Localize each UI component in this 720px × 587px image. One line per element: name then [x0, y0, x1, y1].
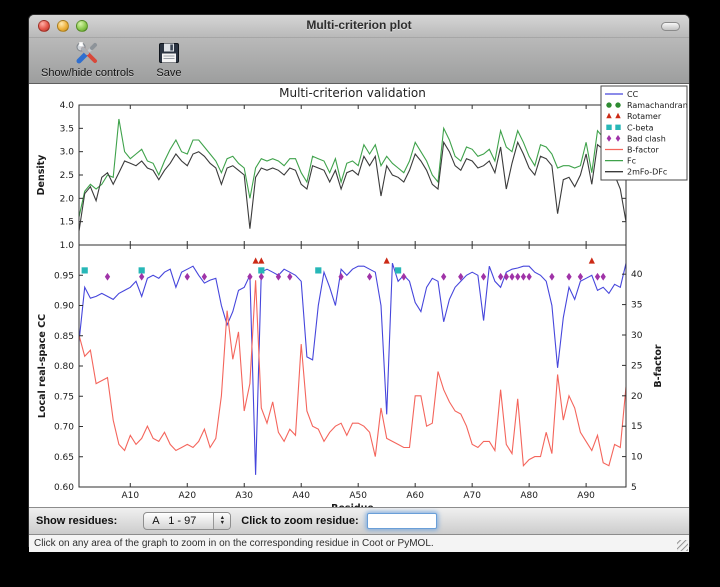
show-hide-controls-label: Show/hide controls	[41, 67, 134, 79]
residue-range-value: A 1 - 97	[152, 515, 197, 527]
legend: CC Ramachandran Rotamer C-beta Bad clash B-fa…	[600, 85, 688, 181]
residue-axis-label: Residue	[331, 503, 374, 507]
x-tick-label: A70	[463, 491, 481, 501]
status-text: Click on any area of the graph to zoom i…	[34, 538, 434, 549]
bfactor-tick-label: 35	[631, 301, 642, 311]
density-tick-label: 1.0	[60, 241, 75, 251]
cc-axis-label: Local real-space CC	[37, 314, 48, 418]
tools-icon	[76, 42, 98, 64]
density-tick-label: 4.0	[60, 101, 75, 111]
x-tick-label: A90	[577, 491, 595, 501]
bfactor-tick-label: 25	[631, 361, 642, 371]
legend-label: Bad clash	[627, 134, 666, 143]
x-tick-label: A30	[235, 491, 253, 501]
resize-grip-icon[interactable]	[677, 540, 688, 551]
density-tick-label: 2.5	[60, 171, 74, 181]
plot-canvas[interactable]: Multi-criterion validation A10 A20 A30 A40 A5…	[29, 84, 689, 507]
cc-tick-label: 0.85	[54, 332, 74, 342]
bfactor-tick-label: 15	[631, 422, 642, 432]
cc-axes-frame	[78, 244, 627, 488]
bfactor-tick-label: 20	[631, 392, 643, 402]
residue-range-select[interactable]: A 1 - 97 ▲ ▼	[143, 512, 232, 530]
density-tick-label: 2.0	[60, 194, 75, 204]
density-panel-series	[79, 118, 626, 232]
cc-line	[79, 263, 626, 475]
toolbar: Show/hide controls Save	[29, 38, 689, 84]
density-tick-label: 3.0	[60, 148, 75, 158]
bfactor-axis-label: B-factor	[653, 344, 664, 387]
x-tick-label: A40	[292, 491, 310, 501]
cc-tick-label: 0.75	[54, 392, 74, 402]
save-label: Save	[156, 67, 182, 79]
legend-label: Rotamer	[627, 112, 662, 121]
multi-criterion-plot-window: Multi-criterion plot Show/hide controls	[28, 14, 690, 552]
legend-label: Fc	[627, 157, 636, 166]
x-tick-label: A50	[349, 491, 367, 501]
zoom-residue-input[interactable]	[366, 513, 437, 529]
save-button[interactable]: Save	[156, 40, 182, 79]
x-tick-label: A20	[178, 491, 196, 501]
outlier-markers	[81, 257, 606, 281]
bfactor-tick-label: 10	[631, 453, 643, 463]
legend-label: C-beta	[627, 123, 654, 132]
controls-row: Show residues: A 1 - 97 ▲ ▼ Click to zoom…	[29, 507, 689, 534]
title-bar[interactable]: Multi-criterion plot	[29, 15, 689, 38]
cc-tick-label: 0.90	[54, 302, 74, 312]
bfactor-tick-label: 30	[631, 331, 643, 341]
2mfo-dfc-line	[79, 140, 626, 232]
x-tick-label: A60	[406, 491, 424, 501]
bfactor-tick-label: 5	[631, 483, 637, 493]
window-title: Multi-criterion plot	[306, 18, 412, 32]
x-tick-label: A80	[520, 491, 538, 501]
b-factor-line	[79, 280, 626, 467]
tick-marks	[79, 104, 626, 488]
toolbar-toggle-button[interactable]	[661, 22, 680, 31]
cc-panel-series	[79, 263, 626, 475]
multi-criterion-chart[interactable]: Multi-criterion validation A10 A20 A30 A40 A5…	[29, 84, 689, 507]
cc-tick-label: 0.70	[54, 423, 74, 433]
close-button[interactable]	[38, 20, 50, 32]
fc-line	[79, 118, 626, 218]
cc-tick-label: 0.65	[54, 453, 74, 463]
legend-label: 2mFo-DFc	[627, 168, 667, 177]
x-tick-label: A10	[121, 491, 139, 501]
maximize-button[interactable]	[76, 20, 88, 32]
show-hide-controls-button[interactable]: Show/hide controls	[41, 40, 134, 79]
density-tick-label: 1.5	[60, 218, 74, 228]
status-bar: Click on any area of the graph to zoom i…	[29, 534, 689, 552]
legend-label: Ramachandran	[627, 101, 688, 110]
minimize-button[interactable]	[57, 20, 69, 32]
chart-title: Multi-criterion validation	[279, 86, 426, 100]
legend-label: B-factor	[627, 146, 660, 155]
window-controls	[38, 20, 88, 32]
cc-tick-label: 0.80	[54, 362, 74, 372]
show-residues-label: Show residues:	[36, 515, 118, 527]
density-tick-label: 3.5	[60, 124, 74, 134]
zoom-residue-label: Click to zoom residue:	[241, 515, 359, 527]
bfactor-tick-label: 40	[631, 270, 643, 280]
legend-label: CC	[627, 90, 639, 99]
cc-tick-label: 0.60	[54, 483, 74, 493]
cc-tick-label: 0.95	[54, 271, 74, 281]
save-icon	[158, 43, 179, 63]
stepper-arrows-icon: ▲ ▼	[213, 513, 231, 529]
density-axis-label: Density	[36, 154, 47, 196]
